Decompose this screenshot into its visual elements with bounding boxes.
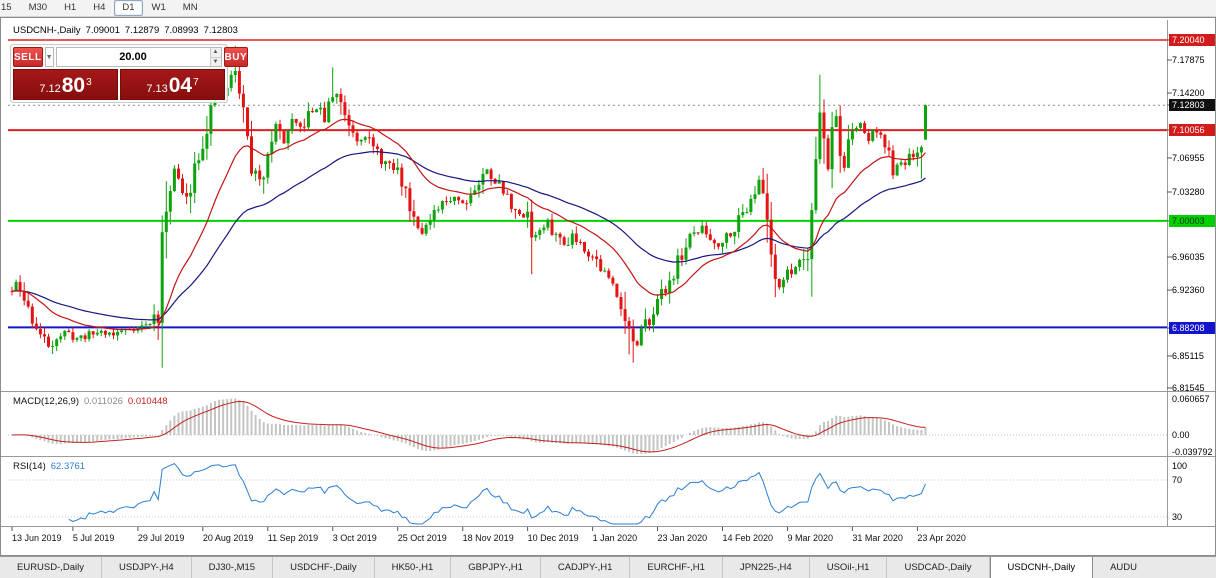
macd-plot: [8, 398, 1167, 454]
date-label: 9 Mar 2020: [787, 533, 833, 543]
price-axis-label: 7.06955: [1172, 153, 1205, 163]
macd-signal-value: 0.010448: [127, 396, 168, 407]
date-label: 20 Aug 2019: [202, 533, 254, 543]
price-badge-7.00003: 7.00003: [1169, 215, 1215, 227]
macd-axis-label: -0.039792: [1172, 447, 1213, 457]
date-label: 1 Jan 2020: [592, 533, 638, 543]
date-label: 23 Jan 2020: [657, 533, 708, 543]
volume-stepper: ▲ ▼: [209, 48, 221, 66]
macd-indicator-label: MACD(12,26,9) 0.011026 0.010448: [13, 396, 168, 407]
ohlc-close: 7.12803: [203, 25, 238, 36]
sell-price-display[interactable]: 7.12 80 3: [13, 69, 118, 100]
rsi-axis-label: 30: [1172, 512, 1183, 522]
chevron-down-icon: ▼: [45, 53, 53, 61]
buy-button[interactable]: BUY: [223, 47, 249, 67]
date-label: 25 Oct 2019: [397, 533, 447, 543]
timeframe-button-w1[interactable]: W1: [151, 2, 166, 13]
ohlc-low: 7.08993: [164, 25, 199, 36]
price-badge-7.10056: 7.10056: [1169, 124, 1215, 136]
volume-decrease-button[interactable]: ▼: [210, 57, 221, 66]
chart-tab-gbpjpy-h1[interactable]: GBPJPY-,H1: [451, 557, 541, 578]
timeframe-button-h1[interactable]: H1: [64, 2, 77, 13]
price-axis-label: 7.03280: [1172, 187, 1205, 197]
date-label: 14 Feb 2020: [722, 533, 774, 543]
timeframe-button-m30[interactable]: M30: [28, 2, 48, 13]
date-label: 10 Dec 2019: [527, 533, 579, 543]
macd-panel-resize-handle[interactable]: [1, 391, 1215, 394]
price-axis-label: 7.17875: [1172, 55, 1205, 65]
rsi-axis-label: 70: [1172, 475, 1183, 485]
date-label: 5 Jul 2019: [72, 533, 115, 543]
date-label: 18 Nov 2019: [462, 533, 514, 543]
rsi-plot: [8, 463, 1167, 525]
volume-field: ▲ ▼: [55, 47, 222, 67]
buy-price-display[interactable]: 7.13 04 7: [120, 69, 225, 100]
chart-tab-usdcad-daily[interactable]: USDCAD-,Daily: [887, 557, 990, 578]
chart-tab-hk50-h1[interactable]: HK50-,H1: [374, 557, 452, 578]
date-label: 31 Mar 2020: [852, 533, 903, 543]
sell-price-point: 3: [86, 77, 92, 88]
macd-name: MACD(12,26,9): [13, 396, 79, 407]
chart-tab-jpn225-h4[interactable]: JPN225-,H4: [722, 557, 810, 578]
timeframe-button-h4[interactable]: H4: [93, 2, 106, 13]
timeframe-toolbar: 15 M30 H1 H4 D1 W1 MN: [0, 0, 1216, 17]
chart-tab-usdjpy-h4[interactable]: USDJPY-,H4: [102, 557, 192, 578]
chart-tabs-bar: EURUSD-,Daily USDJPY-,H4 DJ30-,M15 USDCHF-,…: [0, 556, 1216, 578]
macd-axis-label: 0.00: [1172, 430, 1190, 440]
chart-tab-eurchf-h1[interactable]: EURCHF-,H1: [630, 557, 723, 578]
time-axis-separator: [1, 526, 1215, 529]
price-axis-label: 6.96035: [1172, 252, 1205, 262]
timeframe-button-15[interactable]: 15: [1, 2, 12, 13]
macd-axis-label: 0.060657: [1172, 394, 1210, 404]
buy-price-pips: 04: [168, 74, 193, 97]
volume-dropdown-button[interactable]: ▼: [44, 47, 54, 67]
rsi-panel-resize-handle[interactable]: [1, 456, 1215, 459]
date-label: 29 Jul 2019: [137, 533, 185, 543]
sell-button[interactable]: SELL: [13, 47, 43, 67]
date-label: 3 Oct 2019: [332, 533, 377, 543]
chart-tab-dj30-m15[interactable]: DJ30-,M15: [191, 557, 274, 578]
chart-tab-cadjpy-h1[interactable]: CADJPY-,H1: [540, 557, 631, 578]
chart-tab-audu[interactable]: AUDU: [1093, 557, 1216, 578]
timeframe-button-mn[interactable]: MN: [182, 2, 198, 13]
buy-price-prefix: 7.13: [146, 83, 168, 95]
volume-input[interactable]: [56, 48, 210, 66]
price-axis-label: 6.92360: [1172, 285, 1205, 295]
volume-increase-button[interactable]: ▲: [210, 48, 221, 58]
price-badge-6.88208: 6.88208: [1169, 322, 1215, 334]
rsi-value: 62.3761: [50, 461, 86, 472]
chart-symbol-label: USDCNH-,Daily: [13, 25, 81, 36]
chart-tab-usdcnh-daily[interactable]: USDCNH-,Daily: [989, 557, 1094, 578]
price-axis-label: 6.85115: [1172, 351, 1204, 361]
sell-price-pips: 80: [61, 74, 86, 97]
chart-tab-usdchf-daily[interactable]: USDCHF-,Daily: [273, 557, 375, 578]
ohlc-high: 7.12879: [124, 25, 160, 36]
chart-tab-eurusd-daily[interactable]: EURUSD-,Daily: [0, 557, 103, 578]
sell-price-prefix: 7.12: [39, 83, 61, 95]
candlesticks: [10, 45, 927, 368]
date-label: 13 Jun 2019: [12, 533, 62, 543]
ma-fast-line: [11, 118, 926, 331]
date-label: 11 Sep 2019: [267, 533, 319, 543]
timeframe-button-d1[interactable]: D1: [114, 0, 143, 16]
buy-price-point: 7: [193, 77, 199, 88]
rsi-indicator-label: RSI(14) 62.3761: [13, 461, 85, 472]
ohlc-open: 7.09001: [85, 25, 120, 36]
price-badge-7.20040: 7.20040: [1169, 34, 1215, 46]
price-axis-label: 6.81545: [1172, 383, 1205, 393]
ma-slow-line: [11, 150, 926, 321]
chart-window: [0, 17, 1216, 556]
chart-ohlc-readout: USDCNH-,Daily 7.09001 7.12879 7.08993 7.1280…: [13, 25, 243, 36]
rsi-name: RSI(14): [13, 461, 46, 472]
date-label: 23 Apr 2020: [917, 533, 966, 543]
price-axis-label: 7.14200: [1172, 88, 1205, 98]
rsi-axis-label: 100: [1172, 461, 1188, 471]
price-badge-7.12803: 7.12803: [1169, 99, 1215, 111]
chart-tab-usoil-h1[interactable]: USOil-,H1: [809, 557, 888, 578]
macd-value: 0.011026: [84, 396, 123, 407]
